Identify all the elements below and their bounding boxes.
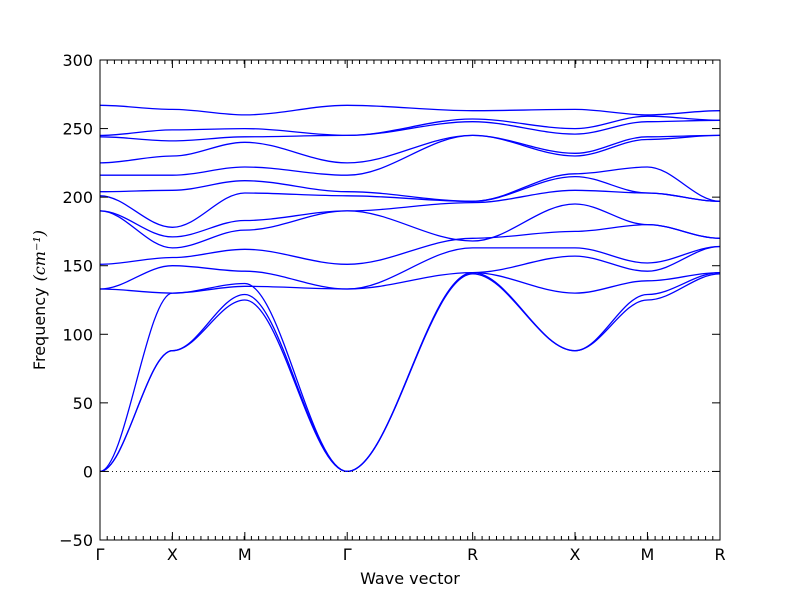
band-line-12 xyxy=(100,134,720,164)
band-line-15 xyxy=(100,104,720,116)
y-tick-label: 300 xyxy=(62,51,93,70)
x-tick-label: X xyxy=(167,545,178,564)
y-tick-label: 0 xyxy=(83,462,93,481)
x-tick-label: M xyxy=(641,545,655,564)
axis-ticks xyxy=(99,59,721,541)
band-line-10 xyxy=(100,166,720,202)
band-line-3 xyxy=(100,271,720,473)
band-line-7 xyxy=(100,203,720,249)
band-line-9 xyxy=(100,175,720,228)
band-line-5 xyxy=(100,245,720,290)
y-tick-label: 200 xyxy=(62,188,93,207)
x-tick-label: R xyxy=(467,545,478,564)
band-line-8 xyxy=(100,189,720,238)
band-line-14 xyxy=(100,115,720,137)
y-axis-unit: (cm⁻¹) xyxy=(30,230,49,281)
x-axis-label: Wave vector xyxy=(360,569,460,588)
band-line-4 xyxy=(100,245,720,294)
plot-frame xyxy=(99,59,721,541)
band-line-13 xyxy=(100,119,720,142)
x-tick-label: X xyxy=(570,545,581,564)
y-tick-label: 150 xyxy=(62,257,93,276)
band-line-6 xyxy=(100,223,720,265)
y-axis-label: Frequency (cm⁻¹) xyxy=(30,230,49,370)
x-tick-label: Γ xyxy=(96,545,105,564)
y-axis-label-text: Frequency xyxy=(30,287,49,370)
phonon-bands xyxy=(100,104,720,473)
y-tick-label: 100 xyxy=(62,325,93,344)
x-tick-label: M xyxy=(238,545,252,564)
y-tick-label: −50 xyxy=(59,531,93,550)
y-tick-labels: −50 0 50 100 150 200 250 300 xyxy=(59,51,93,550)
x-tick-label: R xyxy=(714,545,725,564)
y-tick-label: 50 xyxy=(73,394,93,413)
y-tick-label: 250 xyxy=(62,120,93,139)
x-tick-label: Γ xyxy=(343,545,352,564)
band-line-11 xyxy=(100,134,720,176)
